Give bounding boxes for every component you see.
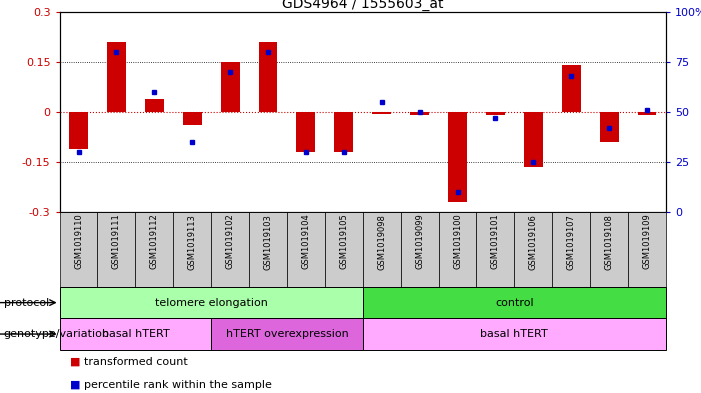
Text: basal hTERT: basal hTERT [480, 329, 548, 339]
Bar [562, 65, 580, 112]
Text: GSM1019113: GSM1019113 [188, 214, 197, 270]
Bar [401, 212, 439, 287]
Text: GSM1019108: GSM1019108 [604, 214, 613, 270]
Text: GSM1019105: GSM1019105 [339, 214, 348, 270]
Bar [135, 212, 173, 287]
Text: GSM1019112: GSM1019112 [150, 214, 159, 270]
Text: GSM1019111: GSM1019111 [112, 214, 121, 270]
Bar [60, 287, 363, 318]
Text: GSM1019103: GSM1019103 [264, 214, 273, 270]
Title: GDS4964 / 1555603_at: GDS4964 / 1555603_at [282, 0, 444, 11]
Text: percentile rank within the sample: percentile rank within the sample [84, 380, 272, 390]
Bar [334, 112, 353, 152]
Bar [439, 212, 477, 287]
Bar [524, 112, 543, 167]
Text: ■: ■ [70, 356, 81, 367]
Bar [552, 212, 590, 287]
Text: GSM1019101: GSM1019101 [491, 214, 500, 270]
Bar [107, 42, 126, 112]
Bar [637, 112, 656, 116]
Text: GSM1019106: GSM1019106 [529, 214, 538, 270]
Text: GSM1019100: GSM1019100 [453, 214, 462, 270]
Text: transformed count: transformed count [84, 356, 188, 367]
Bar [287, 212, 325, 287]
Bar [477, 212, 515, 287]
Bar [173, 212, 211, 287]
Text: GSM1019104: GSM1019104 [301, 214, 311, 270]
Bar [486, 112, 505, 116]
Text: GSM1019107: GSM1019107 [566, 214, 576, 270]
Bar [628, 212, 666, 287]
Text: control: control [495, 298, 533, 308]
Text: protocol: protocol [4, 298, 49, 308]
Bar [363, 318, 666, 350]
Text: basal hTERT: basal hTERT [102, 329, 169, 339]
Text: GSM1019109: GSM1019109 [643, 214, 651, 270]
Text: GSM1019110: GSM1019110 [74, 214, 83, 270]
Bar [372, 112, 391, 114]
Text: hTERT overexpression: hTERT overexpression [226, 329, 348, 339]
Bar [211, 318, 363, 350]
Bar [325, 212, 363, 287]
Text: genotype/variation: genotype/variation [4, 329, 109, 339]
Bar [249, 212, 287, 287]
Bar [297, 112, 315, 152]
Bar [221, 62, 240, 112]
Bar [60, 318, 211, 350]
Text: telomere elongation: telomere elongation [155, 298, 268, 308]
Text: GSM1019102: GSM1019102 [226, 214, 235, 270]
Bar [363, 212, 401, 287]
Bar [599, 112, 618, 142]
Bar [97, 212, 135, 287]
Bar [363, 287, 666, 318]
Bar [590, 212, 628, 287]
Text: GSM1019098: GSM1019098 [377, 214, 386, 270]
Bar [515, 212, 552, 287]
Bar [410, 112, 429, 116]
Bar [60, 212, 97, 287]
Bar [69, 112, 88, 149]
Text: GSM1019099: GSM1019099 [415, 214, 424, 270]
Bar [448, 112, 467, 202]
Bar [183, 112, 202, 125]
Bar [145, 99, 164, 112]
Text: ■: ■ [70, 380, 81, 390]
Bar [259, 42, 278, 112]
Bar [211, 212, 249, 287]
